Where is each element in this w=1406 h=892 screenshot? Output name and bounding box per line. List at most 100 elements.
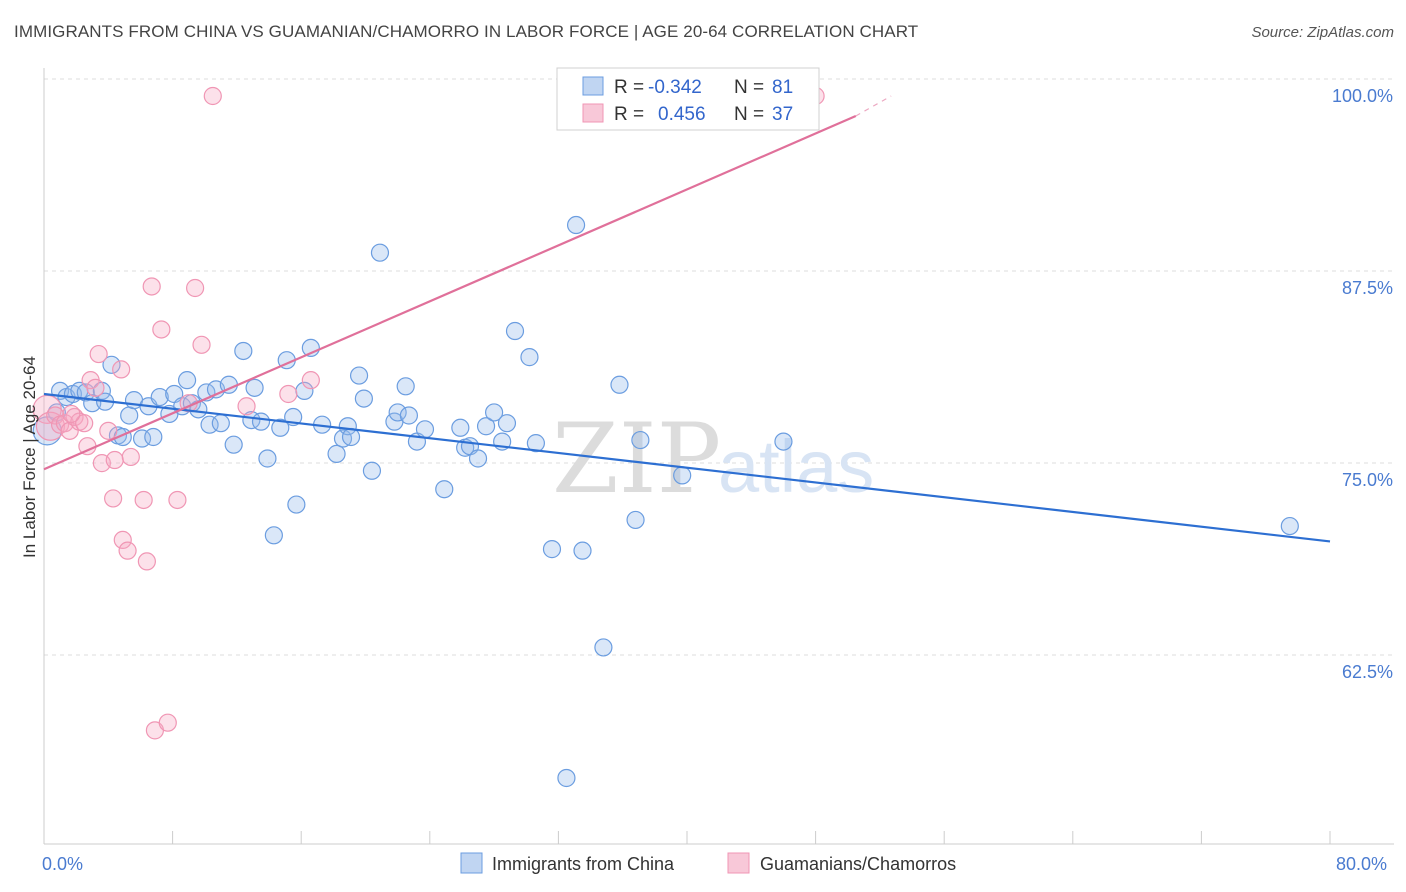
- scatter-point: [245, 378, 264, 397]
- scatter-point: [542, 540, 562, 559]
- stats-n-value-china: 81: [772, 77, 793, 98]
- scatter-point: [1280, 516, 1299, 536]
- scatter-point: [415, 420, 435, 439]
- trend-lines: [43, 95, 1331, 543]
- x-tick-label-max: 80.0%: [1336, 854, 1387, 874]
- scatter-point: [168, 490, 187, 510]
- scatter-point: [112, 360, 131, 379]
- scatter-point: [497, 414, 517, 433]
- scatter-point: [99, 421, 118, 440]
- scatter-point: [526, 434, 545, 453]
- scatter-point: [566, 215, 586, 235]
- trend-line-guam: [43, 114, 857, 471]
- scatter-point: [520, 348, 539, 367]
- stats-n-label-guam: N =: [734, 104, 764, 125]
- scatter-point: [301, 371, 320, 390]
- scatter-point: [89, 344, 108, 364]
- stats-r-value-china: -0.342: [648, 77, 702, 98]
- scatter-point: [362, 461, 382, 480]
- x-axis-ticks: [172, 831, 1331, 844]
- scatter-point: [264, 526, 283, 545]
- x-tick-label-min: 0.0%: [42, 854, 83, 874]
- scatter-point: [279, 384, 298, 404]
- watermark: ZIP atlas: [552, 403, 874, 515]
- scatter-point: [104, 489, 123, 508]
- scatter-point: [118, 541, 137, 560]
- scatter-point: [626, 510, 645, 530]
- scatter-point: [258, 449, 277, 468]
- scatter-point: [144, 427, 163, 447]
- scatter-point: [86, 378, 105, 397]
- scatter-point: [354, 389, 373, 408]
- legend-swatch-guam: [727, 852, 750, 874]
- stats-r-label-china: R =: [614, 77, 644, 98]
- stats-n-label-china: N =: [734, 77, 764, 98]
- scatter-point: [186, 278, 205, 298]
- scatter-point: [468, 449, 488, 468]
- scatter-point: [594, 638, 613, 657]
- y-tick-label: 62.5%: [1342, 662, 1393, 682]
- trend-line-guam-extension: [855, 95, 892, 117]
- scatter-point: [573, 541, 592, 560]
- scatter-point: [203, 86, 222, 106]
- scatter-point: [113, 530, 132, 550]
- scatter-point: [75, 414, 94, 433]
- scatter-point: [476, 417, 496, 436]
- scatter-point: [271, 418, 290, 437]
- scatter-point: [237, 397, 256, 416]
- stats-r-value-guam: 0.456: [658, 104, 706, 125]
- scatter-point: [435, 480, 454, 499]
- stats-r-label-guam: R =: [614, 104, 644, 125]
- scatter-point: [46, 406, 65, 425]
- scatter-point: [673, 466, 692, 485]
- bottom-legend: Immigrants from China Guamanians/Chamorr…: [460, 852, 956, 874]
- scatter-point: [557, 768, 576, 788]
- axes: [43, 68, 1394, 845]
- scatter-point: [349, 366, 369, 385]
- scatter-point: [505, 321, 525, 341]
- stats-legend-swatch-china: [582, 76, 604, 96]
- scatter-point: [211, 414, 230, 433]
- y-tick-label: 87.5%: [1342, 278, 1393, 298]
- scatter-point: [451, 418, 470, 437]
- legend-label-china: Immigrants from China: [492, 854, 675, 874]
- stats-n-value-guam: 37: [772, 104, 793, 125]
- scatter-point: [370, 243, 390, 262]
- scatter-point: [142, 277, 161, 296]
- scatter-point: [137, 552, 156, 571]
- scatter-point: [338, 417, 357, 436]
- y-axis-title: In Labor Force | Age 20-64: [20, 356, 39, 558]
- y-tick-label: 75.0%: [1342, 470, 1393, 490]
- scatter-point: [399, 406, 419, 425]
- scatter-point: [388, 403, 407, 422]
- legend-label-guam: Guamanians/Chamorros: [760, 854, 956, 874]
- legend-swatch-china: [460, 852, 483, 874]
- scatter-point: [150, 387, 169, 407]
- y-tick-labels: 62.5% 75.0% 87.5% 100.0%: [1332, 86, 1393, 682]
- chart-title: IMMIGRANTS FROM CHINA VS GUAMANIAN/CHAMO…: [14, 22, 919, 41]
- scatter-point: [287, 495, 306, 514]
- scatter-point: [158, 713, 177, 732]
- stats-legend-swatch-guam: [582, 103, 604, 123]
- scatter-point: [485, 403, 504, 422]
- scatter-point: [234, 341, 253, 361]
- scatter-point: [224, 435, 243, 454]
- scatter-point: [251, 412, 271, 431]
- scatter-point: [327, 444, 346, 463]
- scatter-point: [62, 404, 81, 424]
- scatter-point: [134, 490, 153, 510]
- scatter-point: [341, 427, 361, 447]
- scatter-point: [192, 335, 211, 354]
- scatter-point: [396, 377, 415, 396]
- scatter-point: [631, 430, 650, 450]
- scatter-point: [105, 450, 124, 470]
- scatter-point: [774, 432, 793, 451]
- scatter-point: [610, 375, 629, 394]
- scatter-point: [152, 320, 171, 339]
- watermark-atlas: atlas: [718, 425, 874, 508]
- scatter-point: [121, 447, 140, 467]
- stats-legend: R = -0.342 N = 81 R = 0.456 N = 37: [556, 67, 820, 131]
- scatter-point: [120, 406, 139, 425]
- chart-source: Source: ZipAtlas.com: [1251, 24, 1394, 41]
